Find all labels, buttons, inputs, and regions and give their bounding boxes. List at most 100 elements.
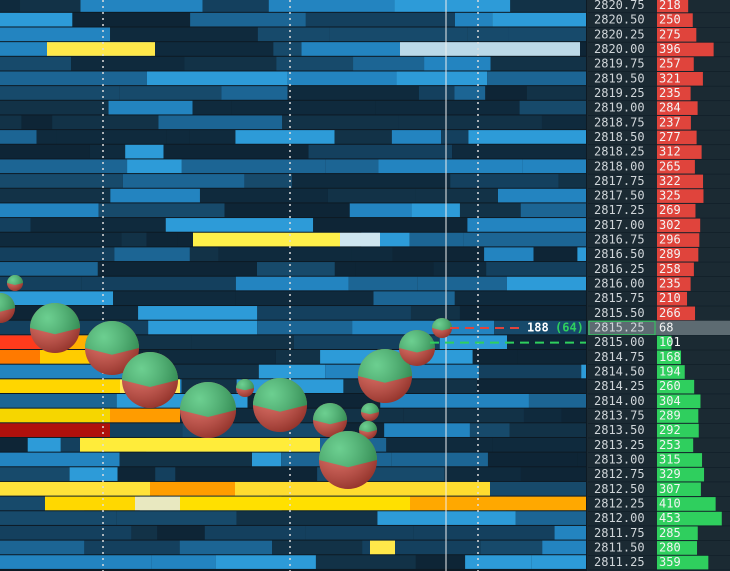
heat-cell — [478, 364, 582, 379]
size-bar — [657, 306, 696, 321]
heat-cell — [523, 408, 562, 423]
heat-cell — [236, 511, 378, 525]
bubble-shade — [180, 382, 236, 438]
size-bar — [657, 115, 691, 130]
price: 2819.75 — [594, 57, 645, 71]
size-bar — [657, 27, 697, 42]
heat-cell — [334, 130, 392, 144]
size-bar — [657, 0, 689, 13]
heat-cell — [268, 0, 395, 12]
heat-cell — [218, 247, 352, 262]
heat-cell — [30, 218, 166, 232]
heat-cell — [409, 232, 464, 247]
size-bar — [657, 101, 698, 115]
heat-hot — [47, 42, 155, 56]
heat-cell — [125, 144, 164, 159]
size: 218 — [659, 0, 681, 12]
size-bar — [657, 482, 701, 497]
heat-cell — [0, 218, 31, 232]
size: 257 — [659, 57, 681, 71]
heat-cell — [127, 159, 182, 174]
heat-cell — [0, 525, 132, 540]
heat-cell — [352, 320, 495, 335]
heat-cell — [517, 350, 586, 364]
size-bar — [657, 541, 698, 555]
size-bar — [657, 159, 695, 174]
heat-cell — [0, 437, 28, 452]
heat-cell — [199, 188, 328, 203]
bubble-shade — [358, 349, 412, 403]
price: 2812.25 — [594, 496, 645, 510]
last-trade-delta: (64) — [555, 321, 584, 335]
heat-cell — [108, 100, 193, 115]
heat-cell — [0, 86, 120, 100]
heat-cell — [469, 423, 510, 437]
last-price-box — [588, 320, 656, 336]
heat-cell — [459, 306, 586, 320]
size: 266 — [659, 306, 681, 320]
heat-cell — [202, 0, 269, 12]
heat-cell — [117, 467, 156, 481]
heat-cell — [276, 56, 354, 71]
heat-cell — [70, 306, 139, 320]
last-row-bg — [588, 320, 730, 336]
heat-cell — [313, 218, 468, 232]
heat-cell — [415, 555, 466, 569]
size: 265 — [659, 159, 681, 173]
price: 2818.75 — [594, 115, 645, 129]
price: 2817.50 — [594, 189, 645, 203]
heat-hot — [180, 496, 410, 511]
heat-cell — [526, 86, 586, 100]
overlay: 188 (64) — [0, 0, 586, 571]
heat-cell — [577, 452, 586, 467]
size: 250 — [659, 13, 681, 27]
heat-cell — [305, 525, 414, 540]
heat-cell — [454, 86, 486, 100]
heat-cell — [487, 452, 578, 467]
heat-cell — [224, 203, 350, 218]
heat-cell — [165, 218, 314, 232]
size-bar — [657, 86, 691, 101]
heat-cell — [257, 320, 353, 335]
heat-cell — [465, 555, 532, 569]
price: 2815.50 — [594, 306, 645, 320]
heat-cell — [355, 262, 434, 276]
last-trade-size: 188 — [527, 321, 549, 335]
heat-cell — [256, 262, 335, 276]
heat-cell — [80, 0, 203, 12]
heat-hot — [340, 232, 380, 247]
heat-cell — [81, 276, 236, 291]
price: 2815.00 — [594, 335, 645, 349]
heat-cell — [507, 335, 586, 350]
size: 312 — [659, 145, 681, 159]
size: 280 — [659, 540, 681, 554]
heat-cell — [410, 306, 460, 320]
heat-cell — [282, 115, 399, 130]
price: 2815.75 — [594, 291, 645, 305]
bubble-shade — [432, 318, 452, 338]
heat-cell — [189, 130, 236, 144]
heat-cell — [508, 27, 586, 42]
heat-cell — [0, 452, 120, 467]
heat-cell — [463, 232, 586, 247]
size: 292 — [659, 423, 681, 437]
heat-cell — [155, 467, 176, 481]
heat-cell — [474, 481, 586, 496]
heat-cell — [258, 364, 326, 379]
heat-cell — [273, 42, 302, 56]
size: 269 — [659, 203, 681, 217]
heat-cell — [375, 100, 520, 115]
heat-cell — [554, 525, 586, 540]
size: 68 — [659, 321, 673, 335]
heat-cell — [191, 335, 294, 350]
price: 2820.75 — [594, 0, 645, 12]
price: 2816.25 — [594, 262, 645, 276]
bubble-shade — [319, 431, 377, 489]
size: 315 — [659, 452, 681, 466]
heat-cell — [433, 262, 487, 276]
heat-cell — [0, 174, 123, 188]
heat-cell — [490, 56, 586, 71]
heat-hot — [370, 540, 395, 555]
size-bar — [657, 555, 709, 570]
price: 2812.50 — [594, 482, 645, 496]
